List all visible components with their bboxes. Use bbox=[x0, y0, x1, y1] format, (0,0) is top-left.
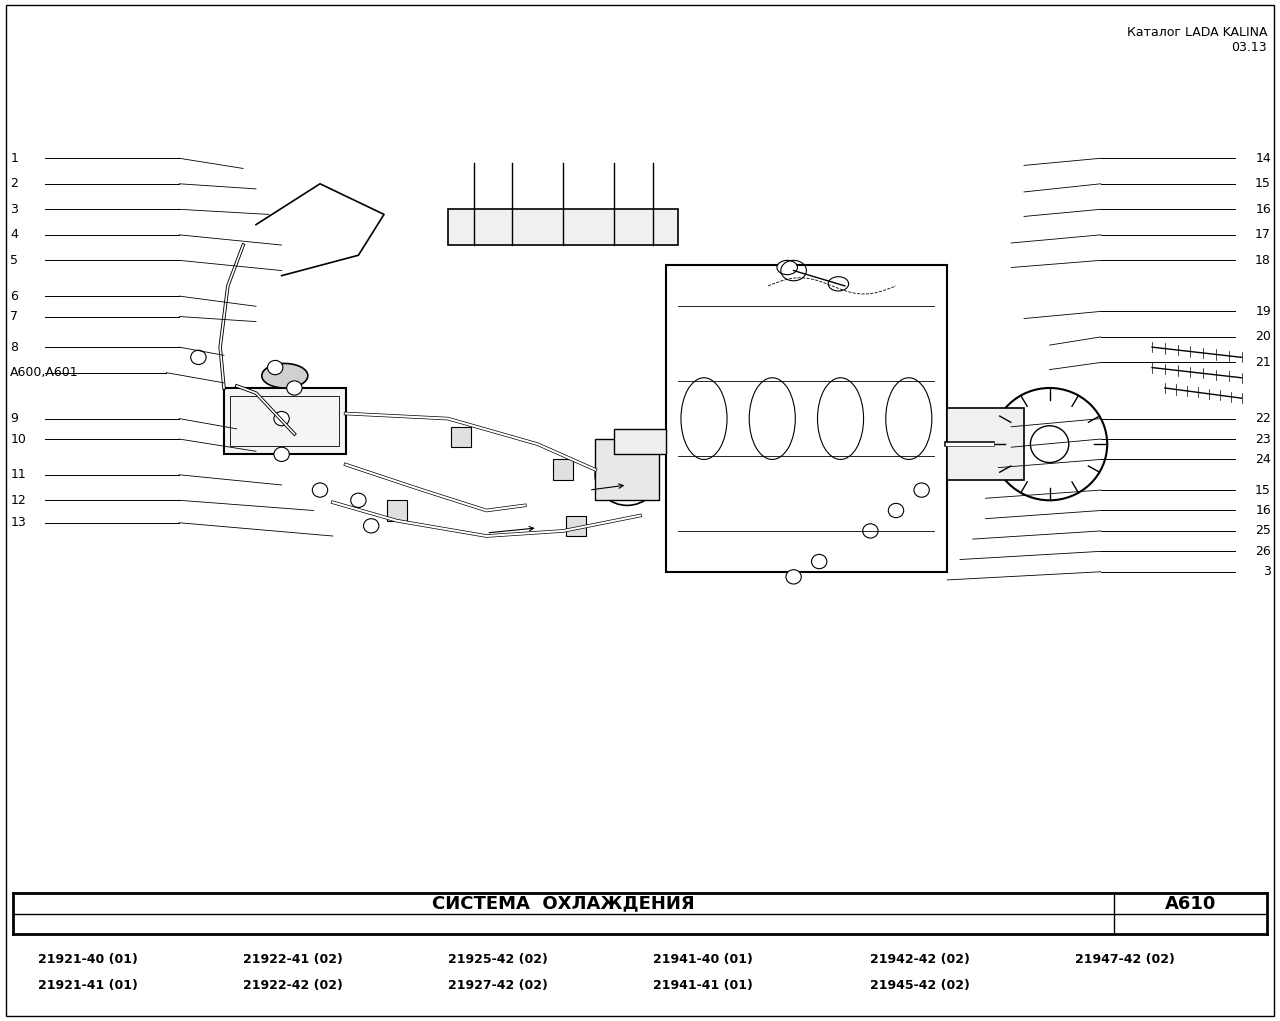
Ellipse shape bbox=[191, 350, 206, 364]
Text: 22: 22 bbox=[1256, 412, 1271, 425]
Text: 8: 8 bbox=[10, 341, 18, 353]
Text: 21922-42 (02): 21922-42 (02) bbox=[243, 979, 343, 991]
Bar bbox=[451, 427, 471, 447]
Bar bbox=[448, 209, 678, 245]
Ellipse shape bbox=[364, 519, 379, 533]
Bar bbox=[595, 439, 659, 500]
Text: 3: 3 bbox=[1263, 566, 1271, 578]
Ellipse shape bbox=[863, 524, 878, 538]
Text: 21941-40 (01): 21941-40 (01) bbox=[653, 954, 753, 966]
Text: СИСТЕМА  ОХЛАЖДЕНИЯ: СИСТЕМА ОХЛАЖДЕНИЯ bbox=[431, 894, 695, 913]
Bar bbox=[614, 429, 666, 454]
Text: 14: 14 bbox=[1256, 152, 1271, 164]
Ellipse shape bbox=[274, 447, 289, 461]
Text: 21941-41 (01): 21941-41 (01) bbox=[653, 979, 753, 991]
Ellipse shape bbox=[888, 503, 904, 518]
Text: 19: 19 bbox=[1256, 305, 1271, 318]
Text: 15: 15 bbox=[1256, 484, 1271, 496]
Text: 10: 10 bbox=[10, 433, 26, 445]
Text: 15: 15 bbox=[1256, 178, 1271, 190]
Text: 21921-41 (01): 21921-41 (01) bbox=[38, 979, 138, 991]
Text: 21947-42 (02): 21947-42 (02) bbox=[1075, 954, 1175, 966]
Text: 20: 20 bbox=[1256, 331, 1271, 343]
Text: Каталог LADA KALINA
03.13: Каталог LADA KALINA 03.13 bbox=[1126, 26, 1267, 53]
Text: 18: 18 bbox=[1256, 254, 1271, 266]
Ellipse shape bbox=[268, 360, 283, 375]
Text: 21925-42 (02): 21925-42 (02) bbox=[448, 954, 548, 966]
Text: 16: 16 bbox=[1256, 203, 1271, 215]
Ellipse shape bbox=[312, 483, 328, 497]
Text: 6: 6 bbox=[10, 290, 18, 302]
Text: 16: 16 bbox=[1256, 504, 1271, 517]
Bar bbox=[947, 408, 1024, 480]
Text: 1: 1 bbox=[10, 152, 18, 164]
Text: 7: 7 bbox=[10, 310, 18, 323]
Ellipse shape bbox=[828, 277, 849, 291]
Text: 2: 2 bbox=[10, 178, 18, 190]
Text: 11: 11 bbox=[10, 469, 26, 481]
Text: A610: A610 bbox=[1165, 894, 1216, 913]
Text: 21922-41 (02): 21922-41 (02) bbox=[243, 954, 343, 966]
Ellipse shape bbox=[274, 411, 289, 426]
Bar bbox=[230, 396, 339, 446]
Ellipse shape bbox=[351, 493, 366, 507]
Bar bbox=[224, 388, 346, 454]
Text: 21927-42 (02): 21927-42 (02) bbox=[448, 979, 548, 991]
Ellipse shape bbox=[261, 363, 307, 388]
Text: 9: 9 bbox=[10, 412, 18, 425]
Ellipse shape bbox=[786, 570, 801, 584]
Text: A600,A601: A600,A601 bbox=[10, 367, 79, 379]
Text: 24: 24 bbox=[1256, 453, 1271, 466]
Text: 21: 21 bbox=[1256, 356, 1271, 369]
Bar bbox=[666, 265, 947, 572]
Ellipse shape bbox=[287, 381, 302, 395]
Text: 25: 25 bbox=[1256, 525, 1271, 537]
Text: 21921-40 (01): 21921-40 (01) bbox=[38, 954, 138, 966]
Bar bbox=[553, 459, 573, 480]
Ellipse shape bbox=[914, 483, 929, 497]
Text: 23: 23 bbox=[1256, 433, 1271, 445]
Text: 21945-42 (02): 21945-42 (02) bbox=[870, 979, 970, 991]
Bar bbox=[566, 516, 586, 536]
Text: 3: 3 bbox=[10, 203, 18, 215]
Text: 4: 4 bbox=[10, 229, 18, 241]
Text: 13: 13 bbox=[10, 517, 26, 529]
Ellipse shape bbox=[777, 260, 797, 275]
Text: 12: 12 bbox=[10, 494, 26, 506]
Text: 5: 5 bbox=[10, 254, 18, 266]
Text: 17: 17 bbox=[1256, 229, 1271, 241]
Text: 21942-42 (02): 21942-42 (02) bbox=[870, 954, 970, 966]
Text: 26: 26 bbox=[1256, 545, 1271, 557]
Ellipse shape bbox=[812, 554, 827, 569]
Bar bbox=[387, 500, 407, 521]
